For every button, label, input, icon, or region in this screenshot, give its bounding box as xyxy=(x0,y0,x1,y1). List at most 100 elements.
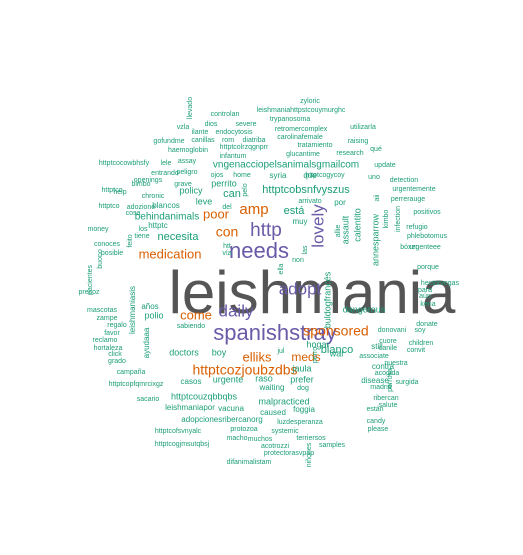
word-105: httptco xyxy=(98,203,119,210)
word-5: http xyxy=(250,220,282,241)
word-184: pelo xyxy=(242,183,249,196)
word-142: campaña xyxy=(117,369,146,376)
word-17: necesita xyxy=(158,231,200,243)
word-79: research xyxy=(336,150,363,157)
word-128: click xyxy=(108,351,122,358)
word-63: dios xyxy=(205,121,218,128)
word-169: llevado xyxy=(187,97,194,119)
word-80: qué xyxy=(370,146,382,153)
word-93: detection xyxy=(390,177,419,184)
word-143: httptcopfqmrcixgz xyxy=(109,381,164,388)
word-26: httptc xyxy=(148,221,168,230)
word-84: update xyxy=(374,162,396,169)
word-124: regalo xyxy=(107,322,127,329)
word-54: calentito xyxy=(352,208,362,242)
word-172: kimbo xyxy=(383,210,390,229)
word-110: los xyxy=(139,226,148,233)
word-30: muy xyxy=(292,217,307,226)
word-52: buldogfrancés xyxy=(322,271,332,328)
word-87: httptcogycoy xyxy=(305,172,345,179)
word-140: nuestra xyxy=(384,360,407,367)
word-72: rom xyxy=(222,137,234,144)
word-6: lovely xyxy=(308,204,327,248)
word-71: canillas xyxy=(191,137,215,144)
word-122: mascotas xyxy=(87,307,117,314)
word-151: protozoa xyxy=(230,426,257,433)
word-64: severe xyxy=(235,121,256,128)
word-11: con xyxy=(216,224,239,240)
word-181: non xyxy=(292,257,304,264)
word-97: bimbo xyxy=(131,181,150,188)
word-170: ilante xyxy=(192,129,209,136)
word-132: soy xyxy=(415,327,426,334)
word-152: httptcofsvnyalc xyxy=(155,428,202,435)
word-81: httptcocowbhsfy xyxy=(99,160,150,167)
word-75: tratamiento xyxy=(297,142,332,149)
word-57: leishmaniapor xyxy=(165,403,215,412)
word-167: perro xyxy=(312,347,319,363)
word-67: endocytosis xyxy=(216,129,253,136)
word-148: están xyxy=(366,406,383,413)
word-83: assay xyxy=(178,158,197,165)
word-107: phlebotomus xyxy=(407,233,448,240)
word-55: annesparrow xyxy=(370,213,380,266)
word-171: infection xyxy=(395,206,402,232)
word-154: please xyxy=(368,426,389,433)
word-174: aii xyxy=(374,194,381,201)
word-35: boy xyxy=(212,347,227,357)
word-49: foggia xyxy=(293,405,315,414)
word-141: surgida xyxy=(396,379,419,386)
word-135: convit xyxy=(407,347,425,354)
word-134: children xyxy=(409,340,434,347)
word-116: vía xyxy=(222,250,231,257)
word-38: jaula xyxy=(291,363,311,373)
word-82: lele xyxy=(161,160,172,167)
word-27: vngenacciopelsanimalsgmailcom xyxy=(213,160,359,171)
word-46: años xyxy=(141,302,158,311)
word-178: precoz xyxy=(78,289,100,296)
word-157: muchos xyxy=(248,436,273,443)
word-163: difanimalistam xyxy=(227,459,272,466)
word-166: ayudaaa xyxy=(142,327,151,358)
word-43: dangerous xyxy=(343,304,386,314)
word-90: home xyxy=(233,172,251,179)
word-175: feito xyxy=(127,234,134,247)
word-96: urgentemente xyxy=(392,186,435,193)
word-36: urgente xyxy=(213,374,244,384)
word-65: retromercomplex xyxy=(275,126,328,133)
word-118: hectorvegas xyxy=(421,280,460,287)
word-68: carolinafemale xyxy=(277,134,323,141)
word-66: utilizarla xyxy=(350,124,376,131)
word-74: httptcolrzqgnprr xyxy=(220,144,269,151)
word-153: systemic xyxy=(271,428,299,435)
word-2: needs xyxy=(229,238,289,263)
word-121: para xyxy=(418,287,432,294)
word-40: httptcouzqbbqbs xyxy=(171,391,238,401)
word-114: posible xyxy=(101,250,123,257)
word-173: allie xyxy=(335,225,342,238)
word-159: httptcogjmsutqbsj xyxy=(155,441,210,448)
word-48: caused xyxy=(260,408,286,417)
word-70: gofundme xyxy=(153,138,184,145)
word-165: leishmaniasis xyxy=(128,286,137,334)
word-78: glucantime xyxy=(286,151,320,158)
word-24: leve xyxy=(196,196,213,206)
word-176: buono xyxy=(97,249,104,269)
word-131: donovani xyxy=(378,327,407,334)
word-155: candy xyxy=(367,418,386,425)
word-12: amp xyxy=(239,201,268,218)
word-120: kena xyxy=(420,301,435,308)
word-133: cuore xyxy=(379,338,397,345)
word-102: del xyxy=(222,204,232,211)
word-9: sponsored xyxy=(303,323,368,339)
word-39: prefer xyxy=(290,374,314,384)
word-109: tiene xyxy=(134,233,149,240)
word-73: diatriba xyxy=(243,137,266,144)
word-34: doctors xyxy=(169,347,199,357)
word-183: perrosa xyxy=(387,368,394,392)
word-182: jul xyxy=(276,348,284,355)
word-3: daily xyxy=(219,301,254,320)
word-180: ella xyxy=(278,263,285,274)
word-158: terriersos xyxy=(296,435,326,442)
